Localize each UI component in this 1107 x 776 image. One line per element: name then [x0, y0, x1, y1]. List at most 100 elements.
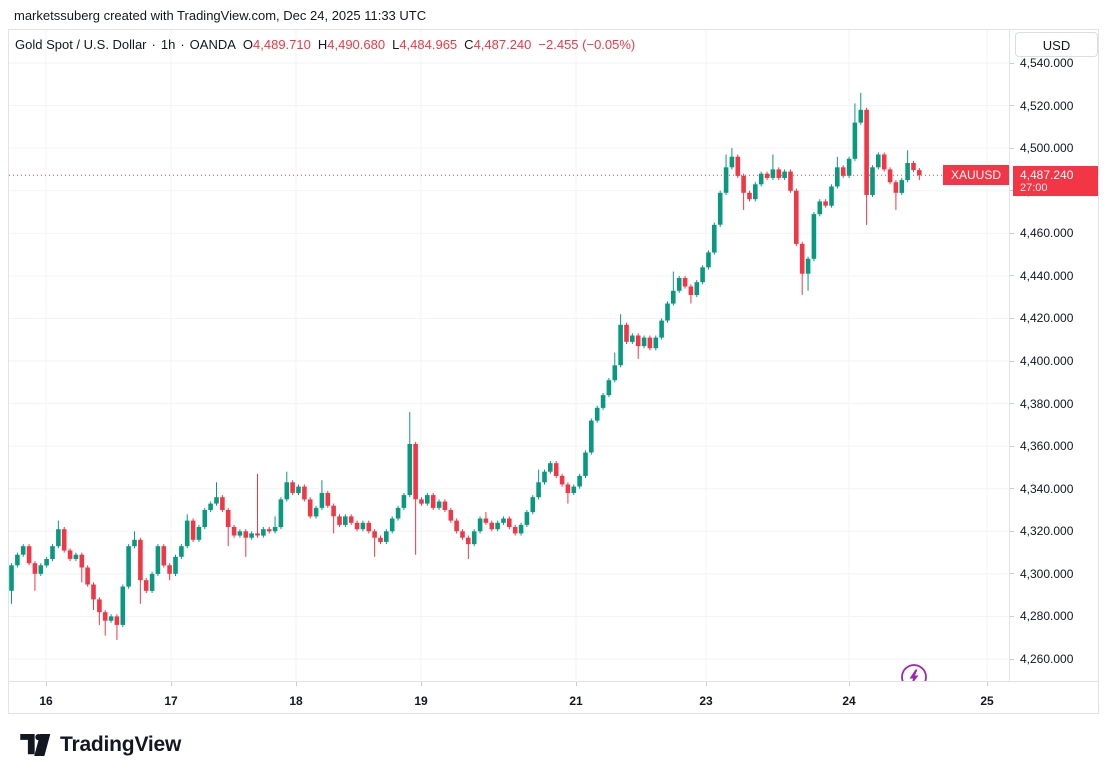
candle-body [202, 510, 208, 527]
candle-body [325, 493, 331, 506]
candle-body [466, 537, 471, 545]
tradingview-logo[interactable]: TradingView [20, 733, 181, 757]
candle-body [44, 559, 49, 566]
candle-body [530, 497, 536, 513]
candle-body [700, 267, 705, 283]
candle-body [600, 395, 606, 408]
legend-separator: · [151, 37, 156, 52]
candle-body [483, 518, 489, 523]
candle-body [794, 190, 799, 244]
candle-body [694, 282, 700, 295]
price-scale[interactable]: USD 4,487.240 27:00 4,540.000 4,520.000 4,… [1009, 30, 1098, 681]
price-axis-tick [1010, 658, 1014, 660]
candle-body [348, 516, 354, 523]
price-axis-label: 4,420.000 [1020, 311, 1074, 326]
time-axis-label: 19 [414, 694, 428, 708]
candle-body [747, 192, 752, 200]
candle-body [881, 154, 887, 170]
candle-body [32, 563, 38, 574]
candle-body [143, 580, 149, 591]
candle-body [161, 546, 167, 566]
candle-body [612, 365, 618, 381]
candle-body [436, 501, 442, 508]
candle-body [225, 510, 231, 527]
candle-body [214, 497, 219, 504]
time-axis-tick [706, 682, 707, 686]
time-axis-tick [987, 682, 988, 686]
time-axis-tick [46, 682, 47, 686]
candle-body [823, 201, 828, 206]
open-label: O [242, 37, 254, 52]
candle-body [296, 486, 301, 493]
chart-card: Gold Spot / U.S. Dollar · 1h · OANDA O4,489.7… [8, 29, 1099, 714]
candle-body [220, 497, 225, 510]
candle-body [471, 531, 477, 545]
tradingview-logo-icon [20, 734, 51, 756]
candlestick-chart [9, 30, 1009, 681]
chart-pane[interactable]: Gold Spot / U.S. Dollar · 1h · OANDA O4,489.7… [9, 30, 1009, 681]
candle-body [641, 337, 647, 347]
time-axis-label: 25 [980, 694, 994, 708]
exchange-label: OANDA [189, 37, 236, 52]
candle-body [723, 167, 729, 193]
candle-body [917, 170, 922, 176]
candle-body [624, 324, 629, 342]
candle-body [419, 499, 424, 504]
candle-body [413, 444, 418, 500]
candle-body [231, 527, 237, 536]
price-axis-tick [1010, 403, 1014, 405]
price-axis-label: 4,320.000 [1020, 524, 1074, 539]
time-axis-tick [421, 682, 422, 686]
time-axis-label: 21 [569, 694, 583, 708]
candle-body [173, 556, 178, 574]
candle-body [548, 463, 553, 472]
candle-body [179, 546, 184, 557]
candle-body [454, 520, 459, 532]
attribution-text: marketssuberg created with TradingView.c… [14, 8, 427, 23]
candle-body [460, 531, 465, 538]
candle-body [887, 169, 893, 183]
bar-countdown: 27:00 [1020, 181, 1048, 194]
time-scale[interactable]: 16 17 18 19 21 23 24 25 [9, 681, 1098, 713]
time-axis-label: 17 [164, 694, 178, 708]
candle-body [688, 286, 694, 295]
close-label: C [464, 37, 474, 52]
price-axis-tick [1010, 232, 1014, 234]
symbol-title: Gold Spot / U.S. Dollar [15, 37, 147, 52]
candle-body [360, 522, 366, 530]
candle-body [788, 171, 793, 191]
time-axis-label: 16 [39, 694, 53, 708]
candle-body [20, 546, 26, 555]
candle-body [899, 180, 905, 193]
candle-body [120, 586, 126, 625]
candle-body [266, 529, 272, 532]
currency-toggle-button[interactable]: USD [1015, 32, 1098, 57]
candle-body [507, 518, 512, 527]
candle-body [85, 567, 90, 585]
candle-body [559, 475, 565, 485]
candle-body [302, 486, 307, 500]
candle-body [61, 529, 67, 551]
candle-body [764, 173, 770, 178]
event-lightning-icon[interactable] [900, 663, 928, 681]
price-axis-label: 4,360.000 [1020, 439, 1074, 454]
candle-body [776, 169, 782, 178]
candle-body [712, 224, 717, 253]
candle-body [372, 531, 377, 538]
price-axis-tick [1010, 62, 1014, 64]
price-axis-label: 4,280.000 [1020, 609, 1074, 624]
candle-body [630, 335, 635, 342]
candle-body [876, 154, 881, 168]
candle-body [190, 520, 196, 540]
candle-body [102, 612, 108, 621]
candle-body [758, 173, 764, 185]
candle-body [384, 531, 389, 542]
candle-body [389, 518, 395, 532]
candle-body [290, 482, 295, 493]
candle-body [430, 495, 436, 508]
candle-body [73, 554, 79, 559]
candle-body [38, 565, 44, 574]
candle-body [717, 192, 723, 225]
candle-body [249, 533, 254, 538]
candle-body [799, 243, 805, 274]
